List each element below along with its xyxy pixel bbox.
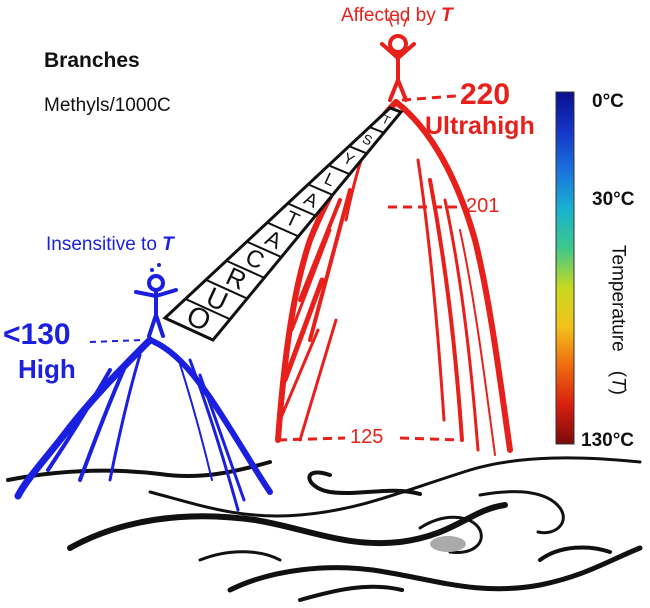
ladder-rung	[369, 126, 385, 134]
ladder-rung	[164, 317, 214, 341]
red-peak-value: 220	[460, 78, 511, 111]
blue-peak-value: <130	[3, 318, 71, 351]
ladder-rung	[389, 107, 402, 113]
ladder-rung	[185, 297, 231, 321]
ladder-rung	[348, 145, 368, 155]
blue-caption-text: Insensitive to	[46, 234, 163, 255]
blue-caption-symbol: T	[162, 234, 174, 255]
ladder-rung	[246, 240, 282, 259]
colorbar-title-close: )	[607, 388, 629, 395]
wavy-base	[6, 456, 643, 602]
cloud-shade	[430, 536, 466, 552]
colorbar-title: Temperature (T)	[607, 245, 629, 395]
red-caption-symbol: T	[441, 5, 453, 26]
temperature-colorbar	[555, 91, 575, 445]
blue-figure	[134, 263, 178, 338]
red-caption-text: Affected by	[341, 5, 441, 26]
diagram-title: Branches	[44, 49, 140, 72]
colorbar-mid-label: 30°C	[592, 189, 635, 210]
colorbar-top-label: 0°C	[592, 91, 624, 112]
dashed-markers	[89, 94, 463, 442]
ladder-rung	[307, 183, 334, 196]
ladder-rung	[328, 164, 351, 176]
diagram-subtitle: Methyls/1000C	[44, 95, 171, 116]
red-peak-level: Ultrahigh	[425, 112, 535, 140]
ladder-rung	[287, 202, 316, 217]
red-marker-low: 125	[350, 426, 384, 448]
colorbar-bottom-label: 130°C	[581, 430, 635, 451]
colorbar-title-symbol: T	[607, 377, 629, 389]
ladder-rung	[225, 259, 265, 279]
red-mountain	[275, 99, 513, 456]
ladder-rung	[205, 278, 248, 300]
colorbar-title-text: Temperature (	[607, 245, 629, 378]
blue-caption: Insensitive to T	[46, 235, 174, 254]
red-marker-mid: 201	[466, 195, 500, 217]
red-caption: Affected by T	[341, 6, 453, 25]
red-figure	[380, 15, 416, 102]
blue-mountain	[14, 336, 273, 512]
ladder-rung	[266, 221, 299, 238]
blue-peak-level: High	[18, 354, 76, 384]
